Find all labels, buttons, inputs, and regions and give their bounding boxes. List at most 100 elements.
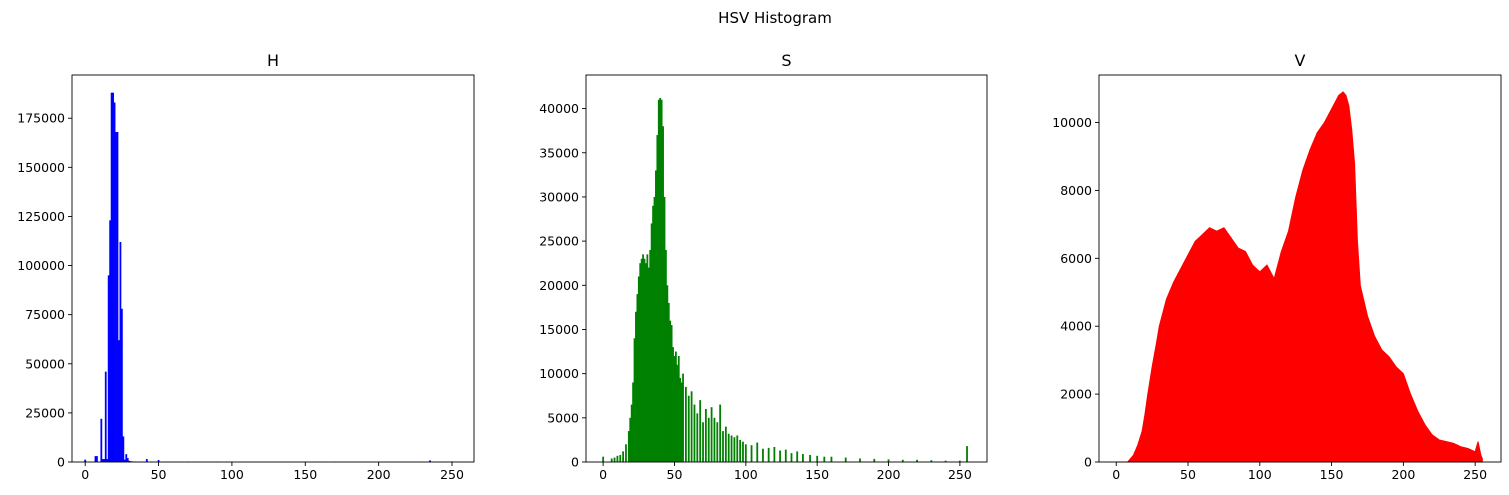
bar-h — [96, 456, 98, 462]
x-tick-label: 0 — [81, 467, 89, 482]
bar-h — [126, 458, 129, 462]
plot-area: H0 50 100 150 200 250025000500007500010000012… — [17, 51, 1502, 482]
y-tick-label: 0 — [571, 455, 579, 470]
chart-v: V 0 50 100 150 200 250 0 2000 4000 6000 8000 10000 — [1052, 51, 1502, 482]
y-tick-label: 6000 — [1060, 251, 1092, 266]
bar-s — [679, 378, 682, 462]
bar-s — [767, 447, 770, 462]
bar-h — [429, 460, 431, 462]
bar-s — [707, 417, 710, 462]
bar-s — [687, 395, 690, 462]
bar-s — [844, 457, 847, 462]
bar-s — [713, 417, 716, 462]
bar-s — [887, 459, 890, 462]
bar-s — [613, 457, 616, 462]
bar-s — [669, 320, 672, 462]
bar-h — [112, 92, 114, 463]
bar-s — [650, 223, 653, 462]
bar-s — [675, 351, 677, 462]
bar-s — [750, 445, 753, 462]
bar-s — [666, 285, 669, 462]
bar-s — [873, 458, 876, 462]
y-tick-label: 125000 — [17, 209, 65, 224]
x-tick-label: 150 — [1320, 467, 1344, 482]
bar-s — [660, 99, 663, 463]
x-tick-label: 100 — [1248, 467, 1272, 482]
bar-h — [84, 459, 87, 462]
x-tick-label: 200 — [1391, 467, 1415, 482]
figure-title: HSV Histogram — [718, 9, 832, 27]
bar-s — [635, 311, 637, 462]
bar-s — [636, 294, 639, 462]
bar-s — [659, 97, 662, 462]
bar-h — [128, 460, 131, 462]
bar-s — [633, 338, 636, 462]
bar-s — [616, 455, 619, 462]
bar-s — [640, 258, 643, 462]
bar-s — [944, 460, 947, 462]
x-tick-label: 0 — [1112, 467, 1120, 482]
bar-s — [662, 126, 664, 462]
bar-s — [630, 404, 633, 462]
bar-s — [632, 382, 634, 462]
series-v — [1116, 91, 1483, 463]
bar-s — [667, 302, 670, 462]
bar-h — [110, 92, 113, 463]
bar-h — [115, 131, 117, 462]
y-tick-label: 35000 — [539, 145, 579, 160]
x-tick-label: 250 — [1463, 467, 1487, 482]
chart-s: S 0 50 100 150 200 250 0 5000 10000 15000 20000 2500… — [539, 51, 988, 482]
bar-s — [676, 364, 679, 462]
bar-h — [123, 459, 126, 462]
bar-s — [673, 355, 676, 462]
bar-h — [145, 459, 148, 462]
bar-s — [643, 258, 646, 462]
x-tick-label: 150 — [805, 467, 829, 482]
bar-s — [699, 400, 702, 462]
y-tick-label: 25000 — [539, 234, 579, 249]
y-tick-label: 175000 — [17, 111, 65, 126]
bar-s — [809, 454, 811, 462]
x-tick-label: 50 — [151, 467, 167, 482]
bar-s — [930, 460, 933, 462]
y-tick-label: 10000 — [1052, 115, 1092, 130]
bar-s — [677, 355, 680, 462]
bar-h — [120, 308, 123, 462]
bar-s — [665, 249, 667, 462]
bar-s — [762, 448, 764, 462]
axes-frame-s — [585, 74, 988, 463]
bar-s — [645, 263, 647, 462]
bar-s — [773, 446, 776, 462]
axes-frame-h — [71, 74, 475, 463]
bar-s — [966, 446, 968, 462]
bar-s — [744, 444, 747, 462]
bar-s — [670, 325, 673, 462]
bar-s — [916, 459, 918, 462]
bar-s — [702, 422, 704, 462]
bar-s — [655, 170, 657, 463]
bar-s — [901, 459, 904, 462]
bar-s — [779, 450, 781, 462]
bar-s — [663, 196, 666, 462]
bar-s — [710, 407, 713, 462]
x-tick-label: 250 — [948, 467, 972, 482]
x-tick-label: 100 — [220, 467, 244, 482]
x-tick-label: 100 — [734, 467, 758, 482]
y-tick-label: 20000 — [539, 278, 579, 293]
bar-s — [646, 254, 649, 462]
bar-s — [690, 391, 693, 462]
bar-s — [652, 205, 654, 462]
bar-s — [784, 449, 787, 462]
bar-s — [816, 455, 819, 462]
x-tick-label: 200 — [877, 467, 901, 482]
bar-s — [823, 456, 826, 462]
bar-s — [672, 347, 674, 462]
bar-h — [100, 418, 103, 462]
y-tick-label: 40000 — [539, 101, 579, 116]
series-s — [602, 97, 968, 463]
bar-h — [104, 371, 107, 462]
y-tick-label: 2000 — [1060, 387, 1092, 402]
bar-h — [94, 456, 97, 462]
bar-s — [719, 404, 722, 462]
